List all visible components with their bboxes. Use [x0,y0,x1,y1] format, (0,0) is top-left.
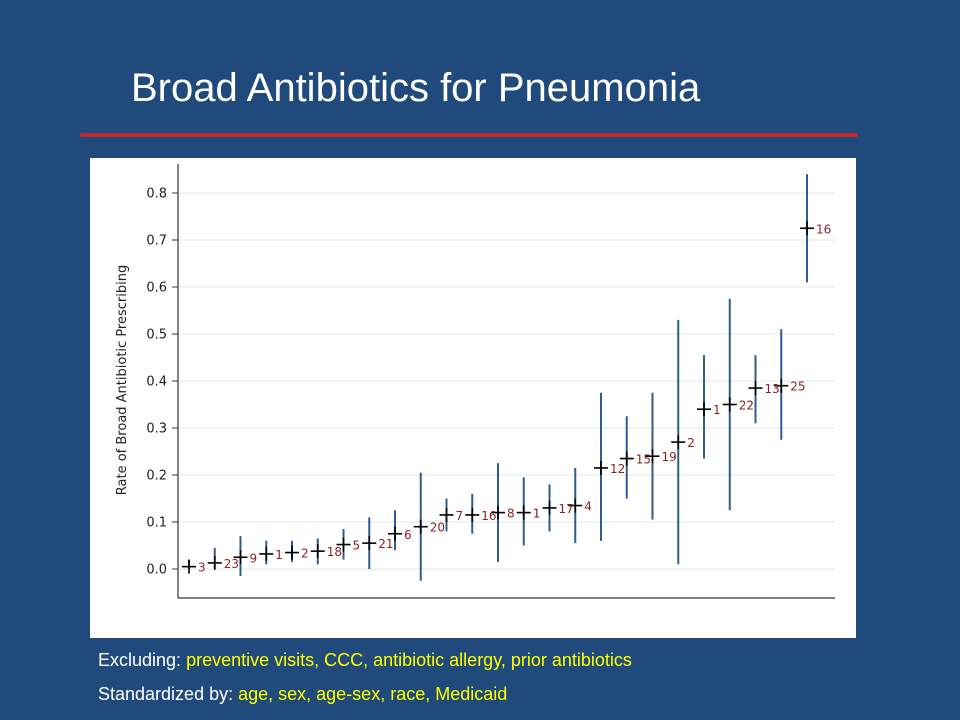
slide-title: Broad Antibiotics for Pneumonia [131,66,701,110]
point-layer [182,221,814,574]
point-marker [388,526,402,541]
point-label: 21 [378,537,393,551]
point-marker [748,381,763,396]
y-axis-label: Rate of Broad Antibiotic Prescribing [115,265,130,495]
y-tick-label: 0.3 [146,422,167,437]
point-marker [465,507,480,522]
point-label: 16 [816,222,831,236]
y-tick-label: 0.2 [146,469,167,484]
y-tick-label: 0.6 [146,281,167,296]
point-label: 1 [713,403,721,417]
point-marker [568,498,583,513]
point-label: 4 [584,500,592,514]
tick-layer: 0.0 0.1 0.2 0.3 0.4 0.5 0.6 0.7 0.8 [146,187,178,578]
y-tick-label: 0.5 [146,328,167,343]
point-label: 3 [198,561,206,575]
point-marker [413,519,428,534]
axis-layer: Rate of Broad Antibiotic Prescribing [115,164,835,599]
point-marker [774,378,789,393]
excluding-label: Excluding: [98,650,182,670]
point-marker [800,221,814,236]
point-label: 22 [739,399,754,413]
standardized-label: Standardized by: [98,684,234,704]
point-marker [439,507,454,522]
point-label: 20 [430,521,445,535]
point-label: 17 [559,502,574,516]
y-tick-label: 0.0 [146,563,167,578]
standardized-value: age, sex, age-sex, race, Medicaid [238,684,508,704]
point-label: 7 [456,509,464,523]
y-tick-label: 0.8 [146,187,167,202]
point-label: 5 [353,539,361,553]
point-label: 13 [765,382,780,396]
excluding-note: Excluding: preventive visits, CCC, antib… [98,650,632,671]
point-marker [645,449,660,464]
point-label: 6 [404,528,412,542]
grid-layer [179,192,835,570]
point-label: 18 [327,545,342,559]
y-tick-label: 0.7 [146,234,167,249]
point-label: 9 [250,551,258,565]
y-tick-label: 0.1 [146,516,167,531]
point-marker [516,505,531,520]
point-marker [336,537,351,552]
point-label: 1 [533,507,541,521]
point-marker [362,536,377,551]
y-tick-label: 0.4 [146,375,167,390]
point-marker [722,397,737,412]
point-label: 1 [275,548,283,562]
point-label: 16 [481,509,496,523]
point-marker [619,451,634,466]
point-label: 19 [662,450,677,464]
point-label: 15 [636,453,651,467]
point-label: 12 [610,462,625,476]
excluding-value: preventive visits, CCC, antibiotic aller… [186,650,632,670]
point-marker [207,555,222,570]
point-marker [310,544,325,559]
point-label: 8 [507,507,515,521]
error-bar-layer [188,174,808,581]
chart-panel: Rate of Broad Antibiotic Prescribing 0.0… [90,158,856,638]
point-marker [671,435,686,450]
point-marker [285,545,299,560]
point-label: 2 [687,436,695,450]
point-marker [594,460,608,475]
point-marker [233,550,248,565]
standardized-note: Standardized by: age, sex, age-sex, race… [98,684,507,705]
point-marker [182,559,196,574]
point-label: 2 [301,547,309,561]
title-rule [80,133,858,137]
chart-svg: Rate of Broad Antibiotic Prescribing 0.0… [115,164,835,599]
point-label: 25 [790,380,805,394]
point-marker [491,505,505,520]
point-marker [697,402,711,417]
point-marker [259,546,274,561]
point-marker [542,500,557,515]
point-label: 23 [224,557,239,571]
